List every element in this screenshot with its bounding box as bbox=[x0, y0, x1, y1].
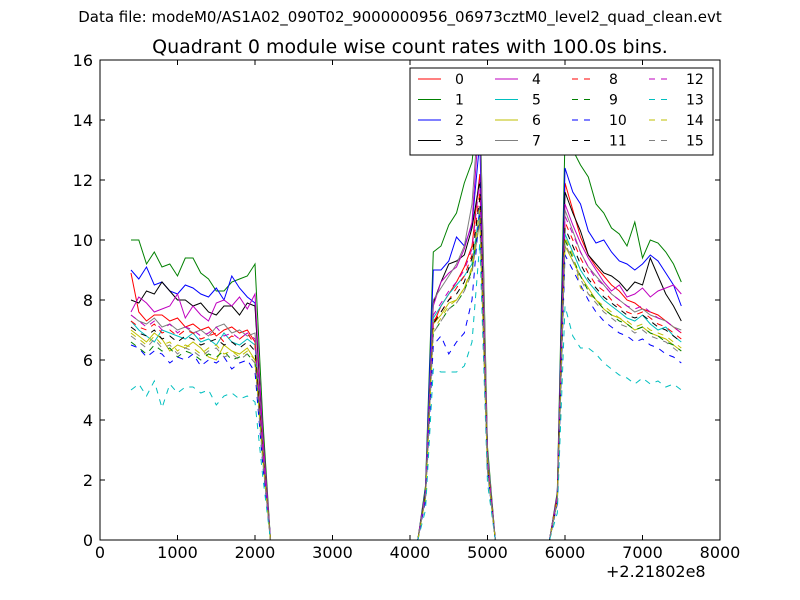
series-line-9 bbox=[130, 215, 682, 541]
series-line-11 bbox=[130, 197, 682, 541]
series-line-3 bbox=[130, 179, 682, 541]
series-line-7 bbox=[130, 95, 682, 541]
series-line-12 bbox=[130, 179, 682, 541]
legend-label-2: 2 bbox=[455, 113, 464, 129]
y-tick-label: 12 bbox=[73, 171, 93, 190]
x-tick-label: 2000 bbox=[235, 543, 276, 562]
legend-label-1: 1 bbox=[455, 93, 464, 109]
legend-label-8: 8 bbox=[609, 72, 618, 88]
legend-label-14: 14 bbox=[686, 113, 704, 129]
legend-label-15: 15 bbox=[686, 134, 704, 150]
legend-label-5: 5 bbox=[532, 93, 541, 109]
y-tick-label: 14 bbox=[73, 111, 93, 130]
y-tick-label: 10 bbox=[73, 231, 93, 250]
legend-label-0: 0 bbox=[455, 72, 464, 88]
chart-title: Quadrant 0 module wise count rates with … bbox=[152, 36, 668, 58]
legend-label-10: 10 bbox=[609, 113, 627, 129]
legend-label-11: 11 bbox=[609, 134, 627, 150]
legend-label-13: 13 bbox=[686, 93, 704, 109]
x-axis-offset-label: +2.21802e8 bbox=[606, 562, 706, 581]
y-tick-label: 6 bbox=[83, 351, 93, 370]
x-tick-label: 3000 bbox=[312, 543, 353, 562]
y-tick-label: 8 bbox=[83, 291, 93, 310]
y-tick-label: 16 bbox=[73, 51, 93, 70]
y-tick-label: 0 bbox=[83, 531, 93, 550]
legend-label-6: 6 bbox=[532, 113, 541, 129]
y-tick-label: 2 bbox=[83, 471, 93, 490]
series-line-1 bbox=[131, 92, 682, 541]
series-line-10 bbox=[130, 206, 682, 541]
x-tick-label: 0 bbox=[95, 543, 105, 562]
legend-label-7: 7 bbox=[532, 134, 541, 150]
series-line-4 bbox=[130, 110, 682, 541]
legend-label-12: 12 bbox=[686, 72, 704, 88]
x-tick-label: 5000 bbox=[467, 543, 508, 562]
axis-ticks: 0 1000 2000 3000 4000 5000 6000 7000 80000246810… bbox=[73, 51, 741, 562]
series-line-15 bbox=[130, 218, 682, 541]
legend-label-9: 9 bbox=[609, 93, 618, 109]
x-tick-label: 6000 bbox=[545, 543, 586, 562]
series-line-8 bbox=[130, 191, 682, 541]
x-tick-label: 4000 bbox=[390, 543, 431, 562]
y-tick-label: 4 bbox=[83, 411, 93, 430]
series-line-5 bbox=[130, 209, 682, 541]
series-line-14 bbox=[130, 209, 682, 541]
legend-label-4: 4 bbox=[532, 72, 541, 88]
x-tick-label: 8000 bbox=[700, 543, 741, 562]
legend-label-3: 3 bbox=[455, 134, 464, 150]
file-suptitle: Data file: modeM0/AS1A02_090T02_90000009… bbox=[78, 8, 722, 26]
series-lines bbox=[130, 92, 682, 541]
x-tick-label: 1000 bbox=[157, 543, 198, 562]
x-tick-label: 7000 bbox=[622, 543, 663, 562]
